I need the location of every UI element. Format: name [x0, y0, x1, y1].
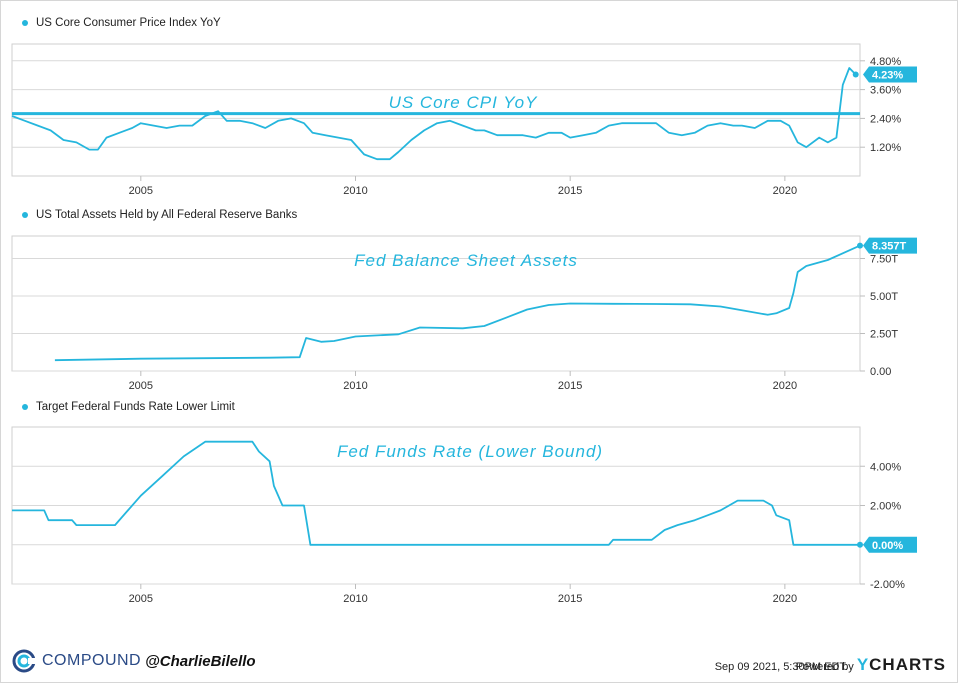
- x-tick-label: 2005: [129, 593, 153, 605]
- legend-label: Target Federal Funds Rate Lower Limit: [36, 401, 235, 413]
- y-tick-label: 4.80%: [870, 56, 901, 68]
- panel-fed-balance-sheet: US Total Assets Held by All Federal Rese…: [0, 205, 958, 400]
- footer: COMPOUND @CharlieBilello Sep 09 2021, 5:…: [0, 642, 958, 683]
- x-tick-label: 2010: [343, 185, 367, 197]
- chart-core-cpi: 1.20% 2.40% 3.60% 4.80% 2005 2010 2015 2020 US C…: [11, 43, 917, 197]
- last-value-dot: [857, 541, 863, 548]
- y-tick-label: 2.50T: [870, 329, 898, 341]
- panel-core-cpi: US Core Consumer Price Index YoY 1.20% 2.…: [0, 0, 958, 205]
- y-tick-label: 1.20%: [870, 142, 901, 154]
- x-tick-label: 2015: [558, 593, 582, 605]
- timestamp: Sep 09 2021, 5:30PM EDT.: [714, 661, 848, 673]
- series-line: [12, 440, 860, 546]
- legend-dot: [22, 20, 28, 26]
- y-tick-label: 4.00%: [870, 461, 901, 473]
- last-value-badge: [863, 66, 917, 83]
- y-tick-label: -2.00%: [870, 579, 905, 591]
- plot-area: [11, 43, 861, 177]
- x-tick-label: 2015: [558, 185, 582, 197]
- legend-label: US Total Assets Held by All Federal Rese…: [36, 209, 298, 221]
- powered-by-label: Powered by: [795, 661, 854, 673]
- legend-dot: [22, 404, 28, 410]
- brand-handle: @CharlieBilello: [145, 652, 256, 670]
- x-tick-label: 2005: [129, 380, 153, 392]
- legend-dot: [22, 212, 28, 218]
- x-tick-label: 2020: [773, 593, 797, 605]
- annotation-label: Fed Funds Rate (Lower Bound): [337, 442, 603, 461]
- x-tick-label: 2010: [343, 380, 367, 392]
- last-value-badge: [863, 237, 917, 254]
- series-line: [11, 67, 857, 161]
- last-value-label: 4.23%: [872, 69, 903, 81]
- legend-fed-assets: US Total Assets Held by All Federal Rese…: [22, 209, 297, 221]
- compound-brand[interactable]: COMPOUND @CharlieBilello: [12, 649, 256, 673]
- ycharts-logo-rest: CHARTS: [869, 655, 946, 674]
- annotation-label: Fed Balance Sheet Assets: [354, 251, 578, 270]
- series-line: [54, 244, 861, 362]
- panel-fed-funds: Target Federal Funds Rate Lower Limit -2…: [0, 397, 958, 612]
- legend-core-cpi: US Core Consumer Price Index YoY: [22, 17, 221, 29]
- chart-fed-assets: 0.00 2.50T 5.00T 7.50T 2005 2010 2015 2020 Fed B…: [11, 235, 917, 392]
- compound-logo-icon: [12, 649, 36, 673]
- y-tick-label: 2.40%: [870, 113, 901, 125]
- ycharts-logo: YCHARTS: [857, 655, 946, 675]
- chart-fed-funds: -2.00% 0.00% 2.00% 4.00% 2005 2010 2015 2020 Fed…: [11, 426, 917, 605]
- brand-name: COMPOUND: [42, 652, 142, 669]
- x-tick-label: 2005: [129, 185, 153, 197]
- last-value-label: 0.00%: [872, 540, 903, 552]
- ycharts-logo-y: Y: [856, 655, 870, 674]
- y-tick-label: 5.00T: [870, 291, 898, 303]
- y-tick-label: 7.50T: [870, 254, 898, 266]
- x-tick-label: 2015: [558, 380, 582, 392]
- y-tick-label: 3.60%: [870, 85, 901, 97]
- x-tick-label: 2010: [343, 593, 367, 605]
- x-tick-label: 2020: [773, 380, 797, 392]
- powered-by-ycharts[interactable]: Powered by YCHARTS: [796, 655, 946, 675]
- last-value-label: 8.357T: [872, 241, 907, 253]
- legend-fed-funds: Target Federal Funds Rate Lower Limit: [22, 401, 235, 413]
- y-tick-label: 2.00%: [870, 501, 901, 513]
- last-value-badge: [863, 536, 917, 553]
- x-tick-label: 2020: [773, 185, 797, 197]
- annotation-label: US Core CPI YoY: [389, 93, 539, 112]
- last-value-dot: [857, 242, 863, 249]
- y-tick-label: 0.00: [870, 366, 891, 378]
- last-value-dot: [852, 71, 859, 78]
- legend-label: US Core Consumer Price Index YoY: [36, 17, 221, 29]
